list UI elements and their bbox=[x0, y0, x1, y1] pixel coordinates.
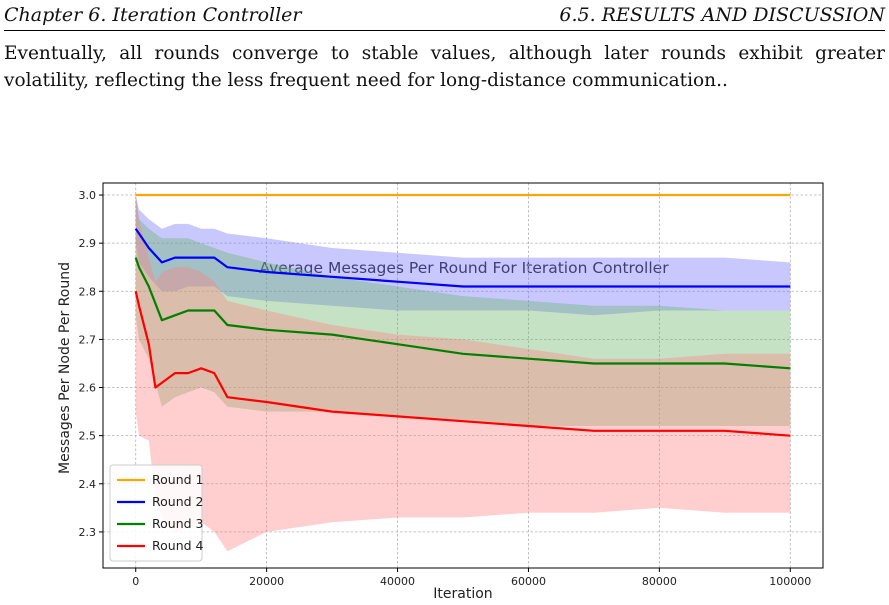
chart-title: Average Messages Per Round For Iteration… bbox=[259, 259, 669, 277]
legend-box bbox=[109, 464, 203, 562]
body-paragraph: Eventually, all rounds converge to stabl… bbox=[4, 43, 885, 91]
y-tick-label: 2.5 bbox=[79, 430, 97, 443]
y-tick-label: 2.8 bbox=[79, 285, 97, 298]
chapter-title: Chapter 6. Iteration Controller bbox=[4, 4, 302, 26]
plot-frame bbox=[102, 182, 824, 569]
y-tick-label: 2.3 bbox=[79, 526, 97, 539]
y-tick-label: 2.7 bbox=[79, 333, 97, 346]
round-3-band bbox=[135, 195, 791, 426]
x-tick-label: 100000 bbox=[769, 575, 811, 588]
y-tick-label: 3.0 bbox=[79, 189, 97, 202]
round-4-line bbox=[134, 291, 791, 437]
x-tick-label: 20000 bbox=[249, 575, 284, 588]
round-1-legend-label: Round 1 bbox=[152, 472, 203, 487]
running-header: Chapter 6. Iteration Controller 6.5. RES… bbox=[4, 2, 885, 31]
x-axis-ticks: 0 20000 40000 60000 80000 100000 bbox=[132, 568, 811, 588]
round-4-band bbox=[135, 195, 791, 552]
round-4-legend-label: Round 4 bbox=[152, 538, 204, 553]
section-title: 6.5. RESULTS AND DISCUSSION bbox=[559, 4, 885, 26]
series-lines bbox=[134, 193, 791, 437]
x-tick-label: 60000 bbox=[511, 575, 546, 588]
round-2-band bbox=[135, 195, 791, 316]
confidence-bands bbox=[135, 195, 791, 552]
x-tick-label: 0 bbox=[132, 575, 139, 588]
x-tick-label: 80000 bbox=[642, 575, 677, 588]
x-axis-label: Iteration bbox=[433, 586, 492, 602]
y-axis-label: Messages Per Node Per Round bbox=[57, 262, 73, 474]
chart-legend: Round 1 Round 2 Round 3 Round 4 bbox=[109, 464, 204, 562]
y-axis-ticks: 2.3 2.4 2.5 2.6 2.7 2.8 2.9 3.0 bbox=[79, 189, 103, 539]
x-tick-label: 40000 bbox=[380, 575, 415, 588]
round-3-legend-label: Round 3 bbox=[152, 516, 203, 531]
y-tick-label: 2.4 bbox=[79, 478, 97, 491]
round-2-line bbox=[134, 228, 791, 288]
round-3-line bbox=[134, 257, 791, 370]
y-tick-label: 2.6 bbox=[79, 382, 97, 395]
y-tick-label: 2.9 bbox=[79, 237, 97, 250]
round-2-legend-label: Round 2 bbox=[152, 494, 203, 509]
